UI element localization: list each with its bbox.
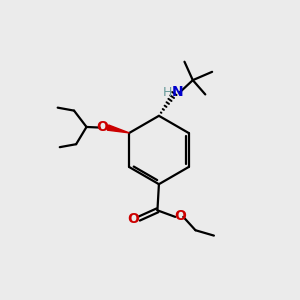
Text: O: O [97, 120, 109, 134]
Text: O: O [127, 212, 139, 226]
Text: N: N [172, 85, 183, 99]
Text: H: H [163, 86, 172, 99]
Polygon shape [107, 125, 129, 133]
Text: O: O [174, 209, 186, 223]
